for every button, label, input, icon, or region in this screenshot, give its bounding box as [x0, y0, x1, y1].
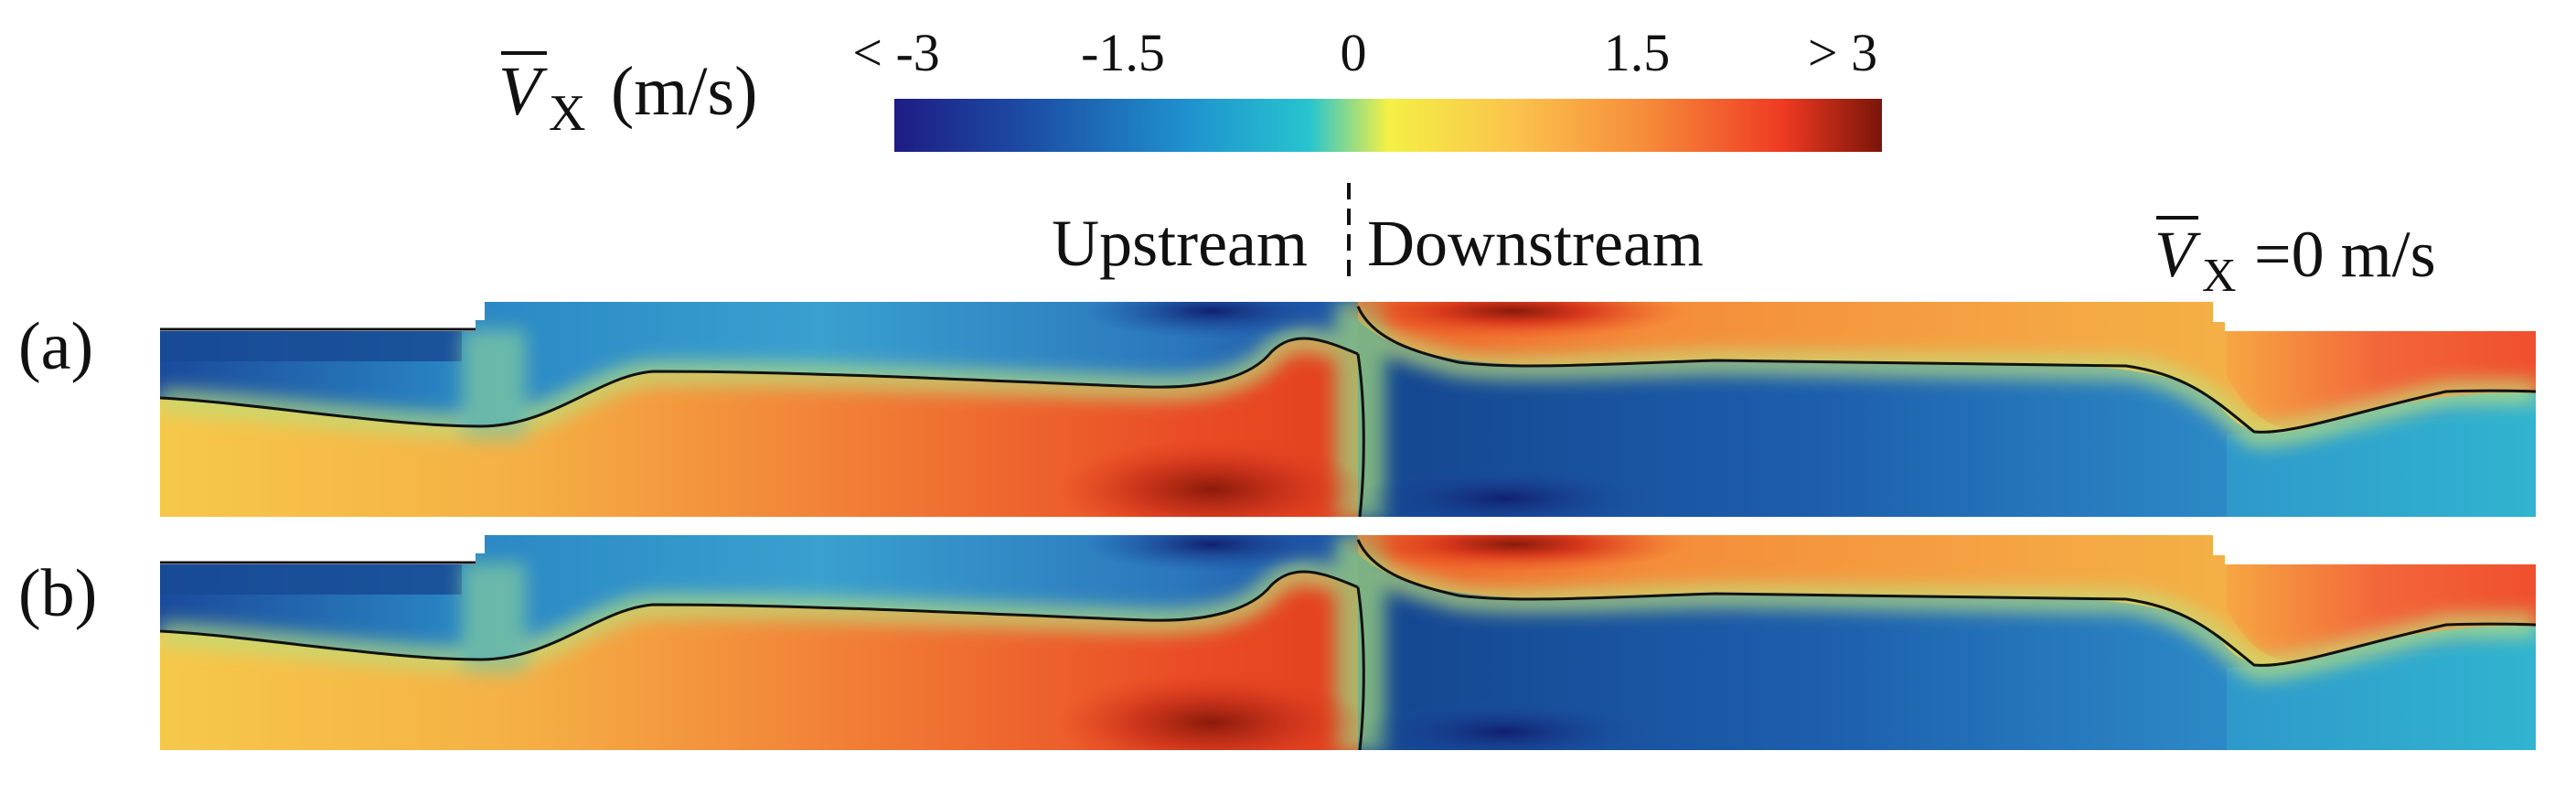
colorbar-unit: (m/s) — [611, 53, 757, 130]
upstream-label: Upstream — [1052, 207, 1308, 280]
downstream-label: Downstream — [1367, 207, 1704, 280]
panel-label-b: (b) — [18, 556, 97, 631]
section-labels: Upstream Downstream — [1052, 183, 1704, 284]
panel-label-a: (a) — [18, 309, 93, 384]
annotation-text: =0 m/s — [2254, 218, 2436, 291]
colorbar-tick-zero: 0 — [1341, 23, 1367, 82]
panel-b-flow-field — [160, 517, 2536, 773]
colorbar-tick-min: < -3 — [852, 23, 940, 82]
colorbar-ticks: < -3 -1.5 0 1.5 > 3 — [852, 23, 1877, 82]
colorbar-subscript: X — [549, 85, 585, 142]
colorbar-tick-max: > 3 — [1808, 23, 1877, 82]
annotation-subscript: X — [2202, 250, 2237, 302]
colorbar-bar — [894, 99, 1882, 152]
panel-a-flow-field — [160, 284, 2536, 540]
colorbar: V X (m/s) < -3 -1.5 0 1.5 > 3 — [498, 23, 1882, 152]
colorbar-tick-neg: -1.5 — [1081, 23, 1165, 82]
colorbar-tick-pos: 1.5 — [1604, 23, 1671, 82]
annotation-symbol: V — [2154, 218, 2201, 291]
colorbar-symbol: V — [498, 53, 548, 130]
